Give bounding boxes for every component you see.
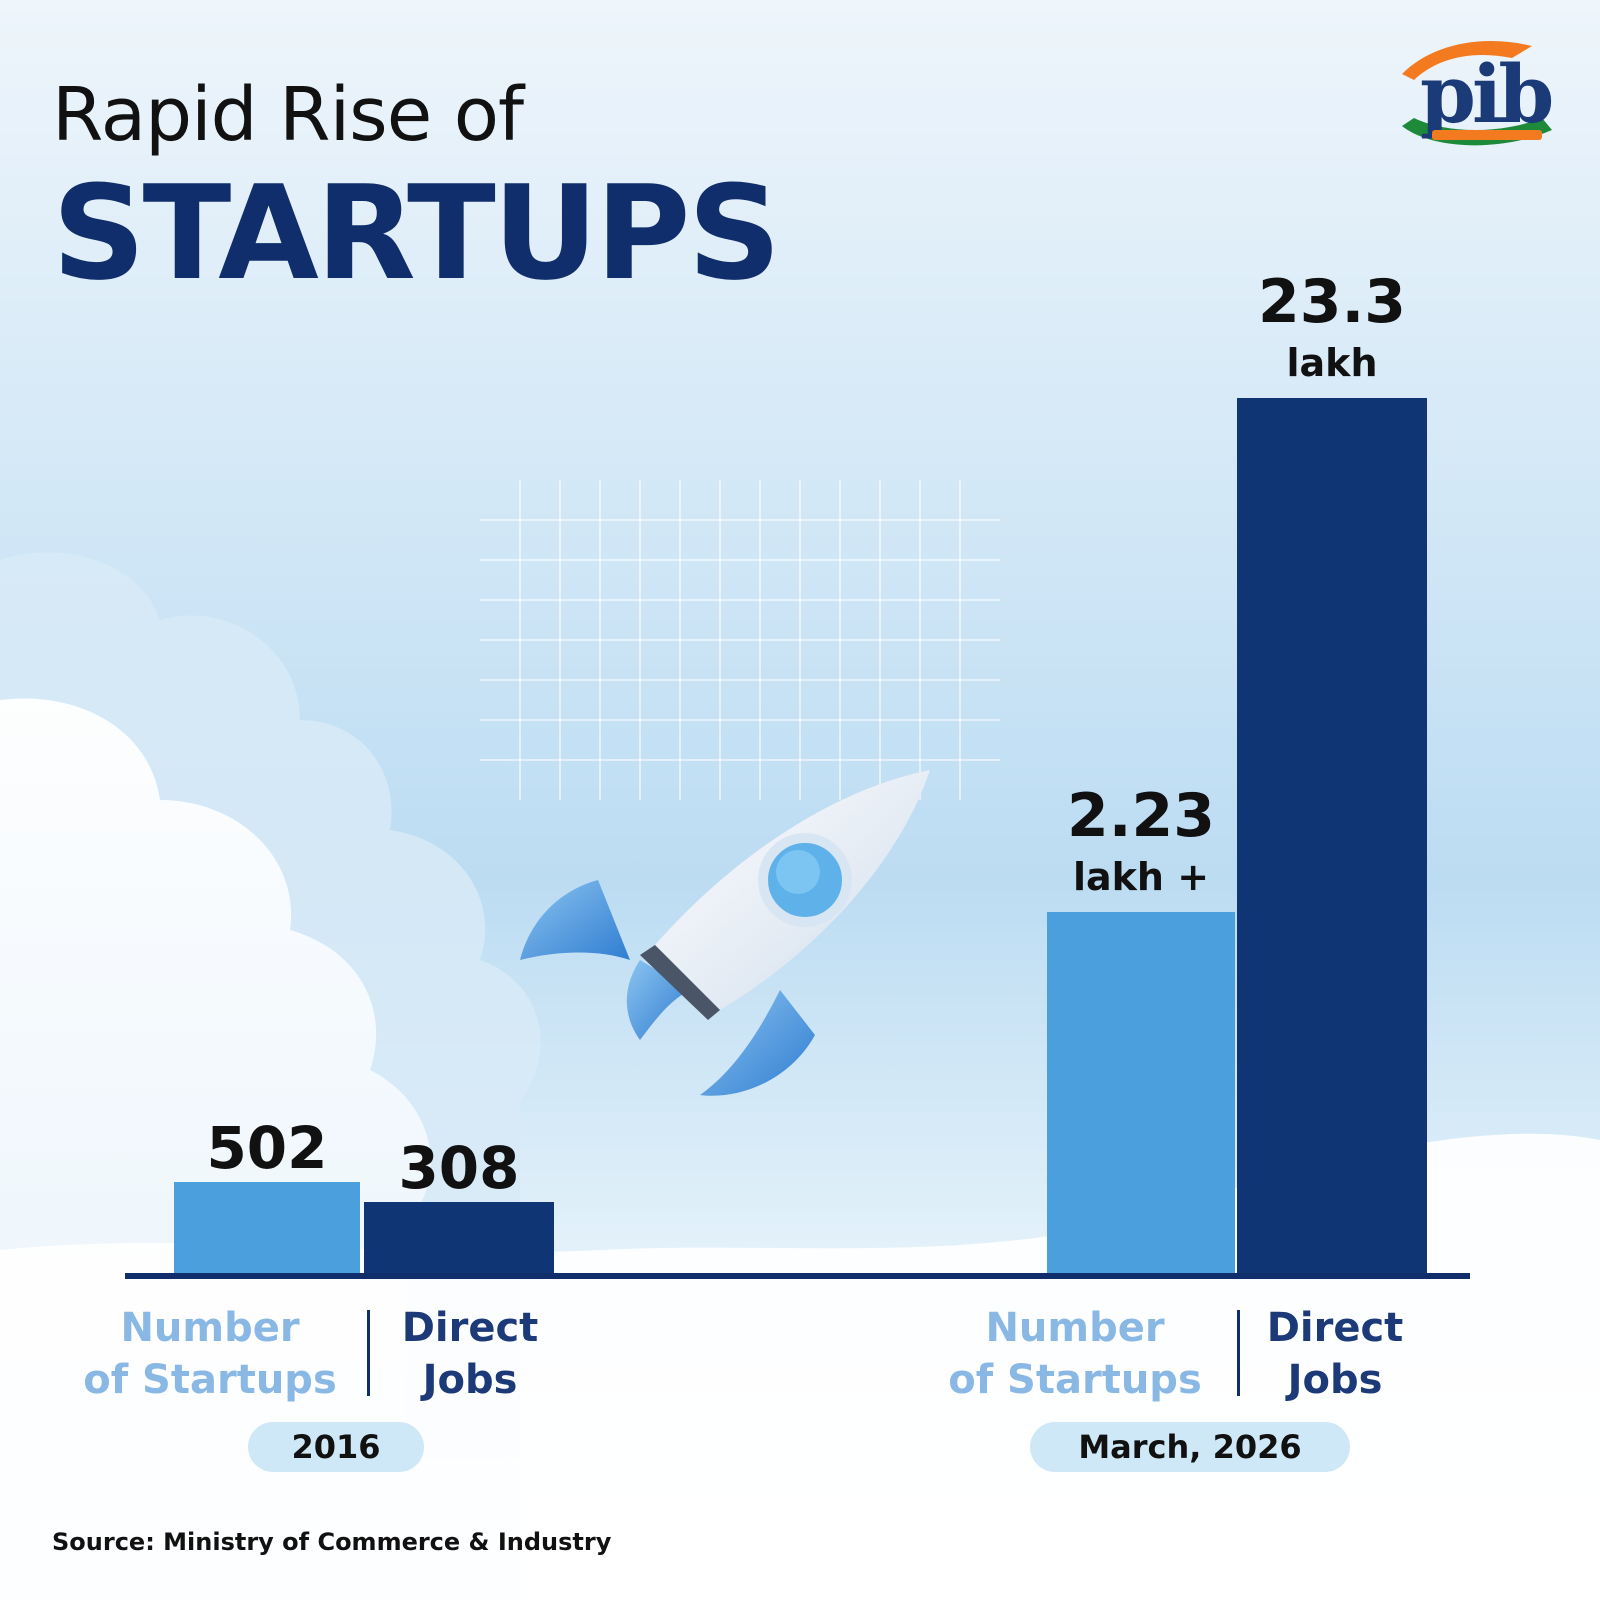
period-badge-march-2026: March, 2026 [1030, 1422, 1350, 1472]
value-label-2016-number-of-startups: 502 [206, 1114, 327, 1182]
category-divider-2026 [1237, 1310, 1240, 1396]
category-divider-2016 [367, 1310, 370, 1396]
category-label-2016-jobs: Direct Jobs [401, 1305, 539, 1403]
pib-logo: pib [1402, 41, 1555, 146]
value-label-march-2026-number-of-startups: 2.23 [1067, 781, 1215, 851]
bar-march-2026-direct-jobs [1237, 398, 1427, 1274]
value-unit-label-march-2026-number-of-startups: lakh + [1073, 855, 1209, 899]
rocket-icon [520, 770, 930, 1096]
bar-2016-direct-jobs [364, 1202, 554, 1274]
bar-2016-number-of-startups [174, 1182, 360, 1274]
bar-march-2026-number-of-startups [1047, 912, 1235, 1274]
source-note: Source: Ministry of Commerce & Industry [52, 1528, 612, 1556]
category-label-2016-startups: Number of Startups [83, 1305, 337, 1403]
value-label-2016-direct-jobs: 308 [398, 1134, 519, 1202]
page-title-line1: Rapid Rise of [52, 72, 524, 158]
page-title-line2: STARTUPS [52, 157, 781, 309]
value-unit-label-march-2026-direct-jobs: lakh [1287, 341, 1378, 385]
category-label-2026-jobs: Direct Jobs [1266, 1305, 1404, 1403]
grid-panel [480, 480, 1000, 800]
value-label-march-2026-direct-jobs: 23.3 [1258, 267, 1406, 337]
category-label-2026-startups: Number of Startups [948, 1305, 1202, 1403]
period-badge-2016: 2016 [248, 1422, 424, 1472]
svg-text:pib: pib [1420, 47, 1551, 141]
